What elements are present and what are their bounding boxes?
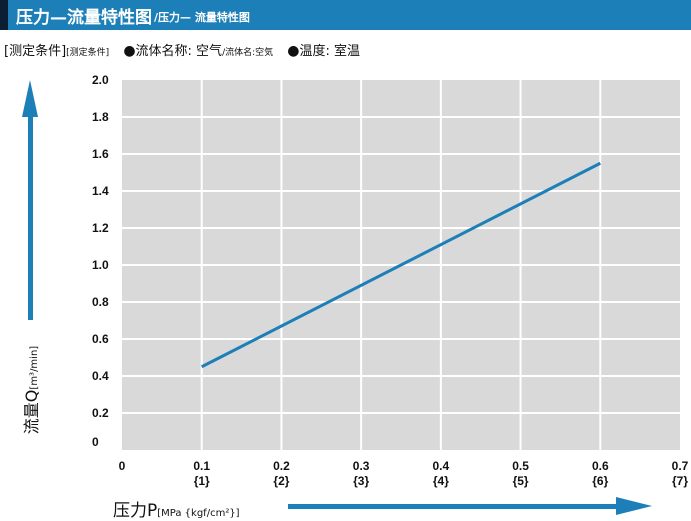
- y-axis-title: 流量Q: [22, 389, 41, 435]
- y-axis-unit: [m³/min]: [29, 345, 40, 390]
- chart-title: 压力—流量特性图: [16, 7, 152, 28]
- y-tick-label: 0: [92, 435, 99, 449]
- x-tick-label-kgf: {3}: [353, 474, 369, 488]
- x-axis-title: 压力P: [113, 501, 158, 521]
- fluid-name: 流体名称: 空气: [135, 44, 223, 59]
- x-tick-label: 0.3: [353, 459, 370, 473]
- title-bar: 压力—流量特性图 /压力— 流量特性图: [0, 0, 691, 30]
- y-tick-label: 1.4: [92, 184, 109, 198]
- conditions-label-small: [测定条件]: [66, 48, 110, 58]
- x-tick-label-kgf: {5}: [513, 474, 529, 488]
- x-tick-label: 0.5: [512, 459, 529, 473]
- test-conditions: [测定条件][测定条件] ●流体名称: 空气/流体名:空気 ●温度: 室温: [4, 40, 360, 59]
- chart-subtitle: /压力— 流量特性图: [154, 11, 250, 24]
- x-tick-label: 0.7: [672, 459, 689, 473]
- fluid-name-small: /流体名:空気: [222, 48, 274, 58]
- x-tick-label: 0: [119, 459, 126, 473]
- y-tick-label: 1.0: [92, 258, 109, 272]
- y-tick-label: 1.2: [92, 221, 109, 235]
- x-tick-label-kgf: {4}: [433, 474, 449, 488]
- x-arrow-head-icon: [616, 497, 652, 515]
- x-tick-label: 0.2: [273, 459, 290, 473]
- y-tick-label: 0.2: [92, 406, 109, 420]
- x-tick-label: 0.4: [433, 459, 450, 473]
- x-tick-label-kgf: {1}: [194, 474, 210, 488]
- series-line: [201, 161, 601, 369]
- y-tick-label: 1.6: [92, 147, 109, 161]
- x-tick-label-kgf: {2}: [273, 474, 289, 488]
- y-tick-label: 0.4: [92, 369, 109, 383]
- y-arrow-shaft: [28, 115, 33, 320]
- x-axis-unit: [MPa {kgf/cm²}]: [157, 508, 240, 519]
- y-axis-label: 流量Q[m³/min]: [18, 346, 42, 434]
- x-arrow-shaft: [288, 504, 619, 509]
- y-tick-label: 2.0: [92, 73, 109, 87]
- x-tick-label: 0.6: [592, 459, 609, 473]
- x-axis-label: 压力P[MPa {kgf/cm²}]: [113, 496, 240, 521]
- y-tick-label: 0.6: [92, 332, 109, 346]
- y-tick-label: 0.8: [92, 295, 109, 309]
- title-marker: [0, 0, 8, 30]
- y-tick-label: 1.8: [92, 110, 109, 124]
- x-tick-label: 0.1: [193, 459, 210, 473]
- y-arrow-head-icon: [22, 80, 38, 117]
- bullet-icon: ●: [123, 43, 136, 59]
- x-tick-label-kgf: {7}: [672, 474, 688, 488]
- bullet-icon: ●: [287, 43, 300, 59]
- x-tick-label-kgf: {6}: [592, 474, 608, 488]
- temperature: 温度: 室温: [299, 44, 361, 59]
- conditions-label: [测定条件]: [4, 44, 67, 59]
